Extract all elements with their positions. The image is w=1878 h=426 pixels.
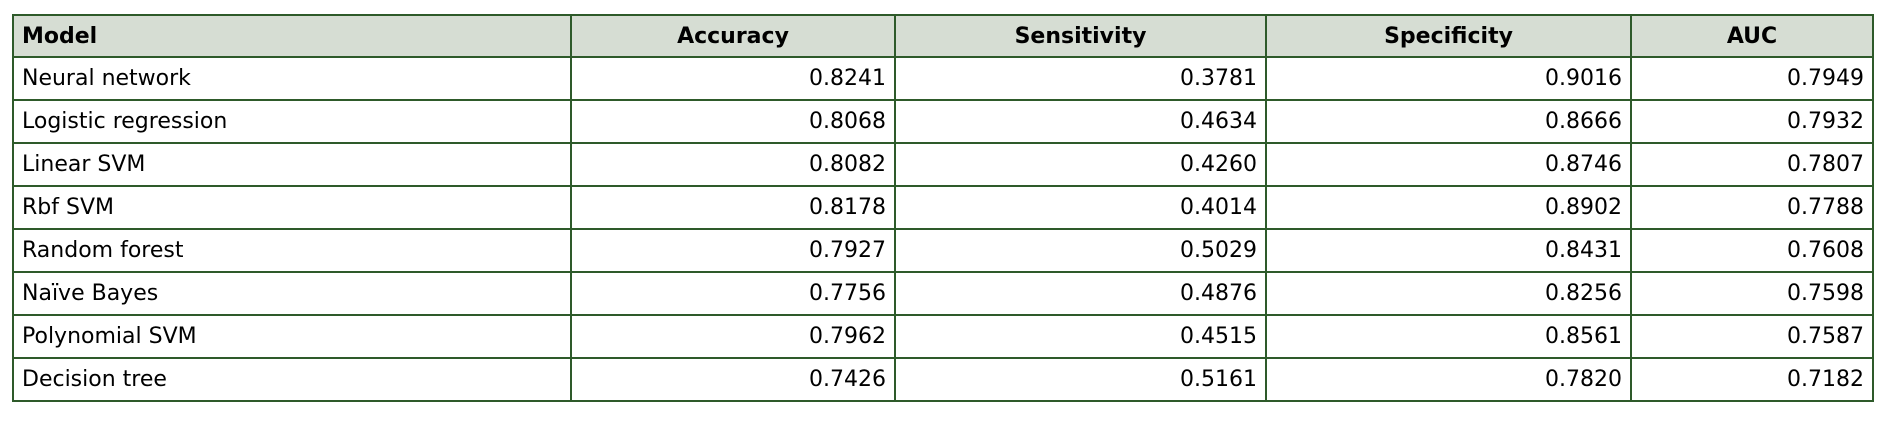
header-row: Model Accuracy Sensitivity Specificity A… [12,14,1874,58]
model-name-cell: Naïve Bayes [12,271,572,316]
auc-cell: 0.7932 [1630,99,1874,144]
accuracy-cell: 0.8178 [570,185,896,230]
auc-cell: 0.7788 [1630,185,1874,230]
model-name-cell: Logistic regression [12,99,572,144]
table-body: Neural network 0.8241 0.3781 0.9016 0.79… [12,56,1874,402]
table-row: Logistic regression 0.8068 0.4634 0.8666… [12,99,1874,144]
specificity-cell: 0.8902 [1265,185,1632,230]
column-header-model: Model [12,14,572,58]
sensitivity-cell: 0.3781 [894,56,1267,101]
table-row: Linear SVM 0.8082 0.4260 0.8746 0.7807 [12,142,1874,187]
specificity-cell: 0.8256 [1265,271,1632,316]
sensitivity-cell: 0.4515 [894,314,1267,359]
accuracy-cell: 0.8068 [570,99,896,144]
accuracy-cell: 0.7756 [570,271,896,316]
sensitivity-cell: 0.4876 [894,271,1267,316]
model-metrics-table: Model Accuracy Sensitivity Specificity A… [12,14,1874,402]
sensitivity-cell: 0.4634 [894,99,1267,144]
model-name-cell: Decision tree [12,357,572,402]
auc-cell: 0.7949 [1630,56,1874,101]
table-row: Neural network 0.8241 0.3781 0.9016 0.79… [12,56,1874,101]
table-row: Polynomial SVM 0.7962 0.4515 0.8561 0.75… [12,314,1874,359]
specificity-cell: 0.8431 [1265,228,1632,273]
results-table-container: Model Accuracy Sensitivity Specificity A… [12,14,1874,402]
accuracy-cell: 0.8082 [570,142,896,187]
model-name-cell: Polynomial SVM [12,314,572,359]
sensitivity-cell: 0.4014 [894,185,1267,230]
model-name-cell: Random forest [12,228,572,273]
table-row: Rbf SVM 0.8178 0.4014 0.8902 0.7788 [12,185,1874,230]
column-header-accuracy: Accuracy [570,14,896,58]
table-row: Random forest 0.7927 0.5029 0.8431 0.760… [12,228,1874,273]
column-header-sensitivity: Sensitivity [894,14,1267,58]
table-row: Decision tree 0.7426 0.5161 0.7820 0.718… [12,357,1874,402]
model-name-cell: Linear SVM [12,142,572,187]
specificity-cell: 0.7820 [1265,357,1632,402]
model-name-cell: Neural network [12,56,572,101]
sensitivity-cell: 0.5029 [894,228,1267,273]
accuracy-cell: 0.7927 [570,228,896,273]
specificity-cell: 0.8561 [1265,314,1632,359]
specificity-cell: 0.8746 [1265,142,1632,187]
accuracy-cell: 0.8241 [570,56,896,101]
auc-cell: 0.7587 [1630,314,1874,359]
column-header-auc: AUC [1630,14,1874,58]
model-name-cell: Rbf SVM [12,185,572,230]
table-row: Naïve Bayes 0.7756 0.4876 0.8256 0.7598 [12,271,1874,316]
sensitivity-cell: 0.4260 [894,142,1267,187]
table-header: Model Accuracy Sensitivity Specificity A… [12,14,1874,58]
column-header-specificity: Specificity [1265,14,1632,58]
auc-cell: 0.7182 [1630,357,1874,402]
auc-cell: 0.7608 [1630,228,1874,273]
auc-cell: 0.7807 [1630,142,1874,187]
specificity-cell: 0.9016 [1265,56,1632,101]
accuracy-cell: 0.7962 [570,314,896,359]
auc-cell: 0.7598 [1630,271,1874,316]
accuracy-cell: 0.7426 [570,357,896,402]
specificity-cell: 0.8666 [1265,99,1632,144]
sensitivity-cell: 0.5161 [894,357,1267,402]
